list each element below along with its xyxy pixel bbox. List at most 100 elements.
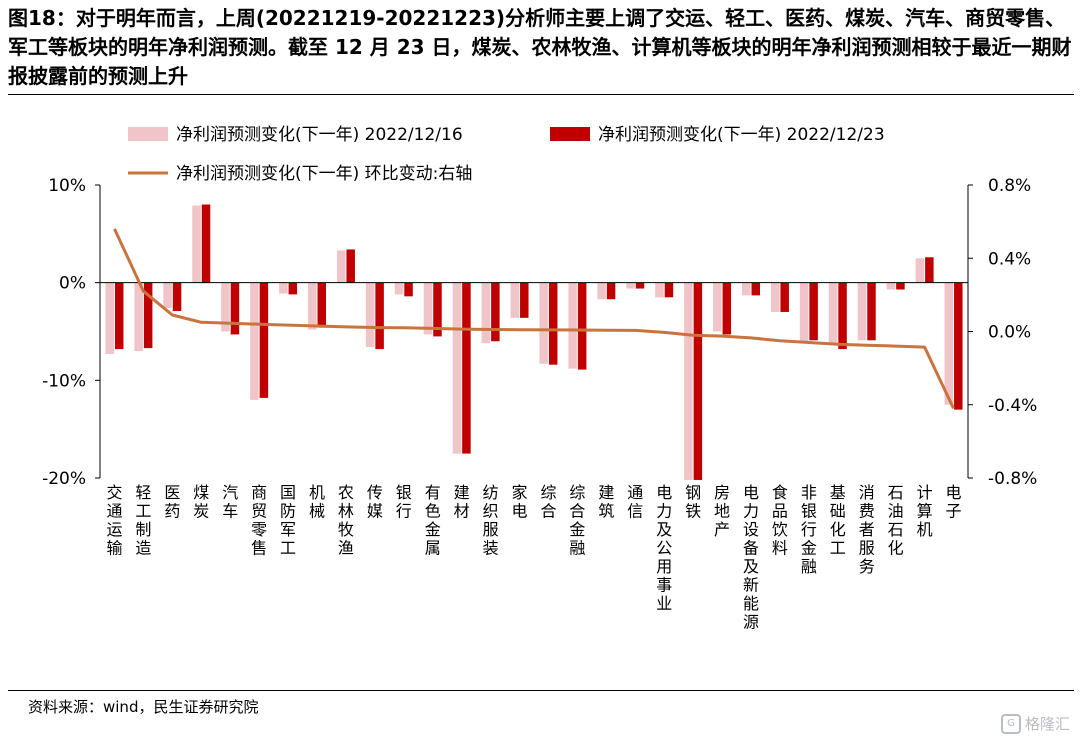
left-tick-label: -20% (42, 469, 86, 489)
watermark: G 格隆汇 (1000, 713, 1070, 734)
bar-2022-12-23 (548, 282, 558, 365)
bar-2022-12-16 (713, 282, 722, 332)
bar-2022-12-23 (780, 282, 789, 312)
bar-2022-12-23 (722, 282, 732, 335)
bar-2022-12-23 (259, 282, 269, 398)
chart-title: 图18：对于明年而言，上周(20221219-20221223)分析师主要上调了… (8, 6, 1072, 88)
category-label: 通信 (627, 483, 643, 521)
category-label: 食品饮料 (772, 483, 788, 558)
bar-2022-12-16 (163, 282, 172, 309)
bar-2022-12-23 (635, 282, 645, 289)
bar-2022-12-16 (105, 282, 114, 354)
bar-2022-12-16 (886, 282, 896, 290)
category-label: 农林牧渔 (338, 483, 354, 558)
watermark-logo-icon: G (1000, 713, 1021, 734)
bar-2022-12-16 (452, 282, 462, 454)
bar-2022-12-23 (491, 282, 500, 342)
category-label: 建材 (454, 483, 470, 521)
title-divider (8, 94, 1074, 95)
bar-2022-12-16 (481, 282, 491, 344)
bar-2022-12-16 (365, 282, 375, 348)
right-tick-label: 0.4% (988, 249, 1031, 269)
category-label: 汽车 (222, 483, 238, 521)
bar-2022-12-16 (539, 282, 548, 364)
bar-2022-12-23 (375, 282, 384, 350)
right-tick-label: 0.0% (988, 323, 1031, 343)
legend-label: 净利润预测变化(下一年) 2022/12/23 (598, 125, 885, 145)
category-label: 医药 (164, 483, 180, 521)
category-label: 非银行金融 (801, 483, 817, 576)
bar-2022-12-16 (192, 205, 201, 283)
category-label: 电子 (946, 483, 962, 521)
bar-2022-12-23 (664, 282, 674, 298)
bar-2022-12-16 (597, 282, 606, 300)
bar-2022-12-16 (915, 258, 925, 283)
right-tick-label: -0.8% (988, 469, 1037, 489)
bar-2022-12-16 (250, 282, 259, 400)
bar-2022-12-23 (462, 282, 471, 454)
bar-2022-12-23 (577, 282, 587, 370)
bar-2022-12-16 (655, 282, 664, 298)
category-label: 国防军工 (280, 483, 296, 558)
category-label: 纺织服装 (483, 483, 499, 558)
category-label: 建筑 (598, 483, 614, 521)
category-label: 有色金属 (425, 483, 441, 558)
source-note: 资料来源：wind，民生证券研究院 (28, 698, 259, 716)
bar-2022-12-23 (114, 282, 124, 350)
bar-2022-12-16 (279, 282, 288, 294)
bar-2022-12-23 (201, 204, 211, 283)
bar-2022-12-16 (799, 282, 809, 343)
category-label: 房地产 (714, 483, 730, 539)
left-tick-label: 10% (48, 176, 86, 196)
category-label: 钢铁 (685, 483, 701, 521)
category-label: 计算机 (917, 483, 933, 539)
category-label: 石油石化 (888, 483, 904, 558)
bar-2022-12-23 (896, 282, 905, 290)
bar-2022-12-16 (308, 282, 317, 330)
category-label: 商贸零售 (251, 483, 267, 558)
left-tick-label: 0% (59, 274, 86, 294)
bar-2022-12-16 (626, 282, 635, 289)
category-label: 煤炭 (193, 483, 209, 521)
category-label: 综合金融 (569, 483, 585, 558)
bar-2022-12-23 (606, 282, 616, 300)
category-label: 银行 (396, 483, 412, 521)
legend-label: 净利润预测变化(下一年) 环比变动:右轴 (176, 164, 472, 184)
legend-bar-swatch (550, 127, 590, 141)
category-label: 传媒 (367, 483, 383, 521)
bar-2022-12-16 (684, 282, 693, 480)
bar-2022-12-23 (346, 249, 355, 283)
footer-divider (8, 690, 1074, 691)
bar-2022-12-16 (944, 282, 954, 405)
category-label: 消费者服务 (859, 483, 875, 576)
category-label: 电力设备及新能源 (743, 483, 759, 632)
category-label: 家电 (512, 483, 528, 521)
bar-2022-12-23 (925, 257, 934, 283)
category-label: 基础化工 (830, 483, 846, 558)
left-tick-label: -10% (42, 371, 86, 391)
bar-2022-12-16 (857, 282, 867, 341)
bar-2022-12-16 (336, 250, 346, 283)
right-tick-label: -0.4% (988, 396, 1037, 416)
watermark-text: 格隆汇 (1024, 715, 1070, 733)
legend-bar-swatch (128, 127, 168, 141)
bar-2022-12-23 (433, 282, 442, 337)
bar-2022-12-23 (954, 282, 963, 410)
bar-2022-12-23 (809, 282, 818, 341)
category-label: 轻工制造 (135, 483, 151, 558)
bar-2022-12-16 (510, 282, 520, 318)
bar-2022-12-16 (568, 282, 577, 369)
chart: 净利润预测变化(下一年) 2022/12/16 净利润预测变化(下一年) 2022… (42, 125, 1037, 632)
bar-2022-12-16 (423, 282, 433, 335)
bar-2022-12-16 (221, 282, 230, 332)
bar-2022-12-23 (404, 282, 413, 297)
bar-2022-12-23 (751, 282, 760, 296)
bar-2022-12-23 (867, 282, 876, 341)
bar-2022-12-16 (770, 282, 780, 312)
mom-change-line (113, 228, 955, 410)
bar-2022-12-16 (134, 282, 143, 352)
bar-2022-12-23 (693, 282, 703, 480)
bar-2022-12-16 (828, 282, 838, 346)
bar-2022-12-23 (230, 282, 240, 335)
bar-2022-12-23 (317, 282, 326, 328)
